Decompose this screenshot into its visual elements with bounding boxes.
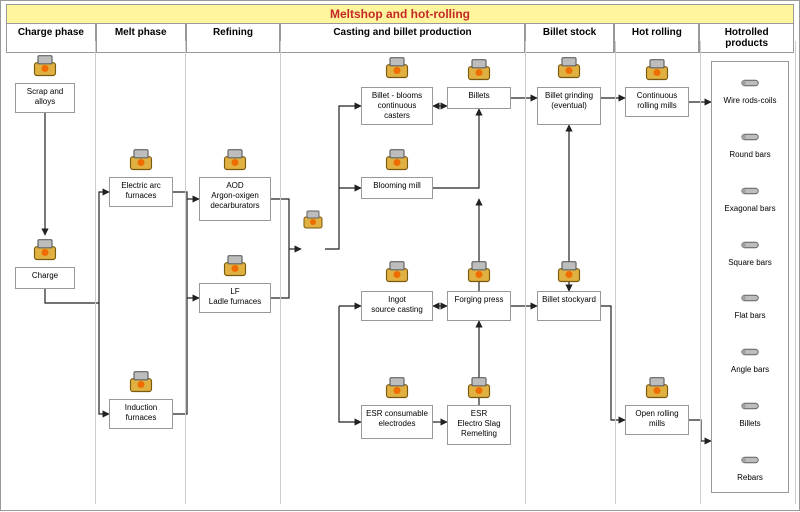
- decor-icon: [301, 205, 325, 233]
- node-icon: [555, 53, 583, 81]
- node-icon: [31, 51, 59, 79]
- column-divider: [525, 41, 526, 504]
- node-icon: [31, 235, 59, 263]
- column-header: Hotrolled products: [699, 23, 794, 53]
- product-icon: [739, 234, 761, 256]
- node-esrcons: ESR consumable electrodes: [361, 405, 433, 439]
- node-icon: [383, 53, 411, 81]
- product-item: Rebars: [712, 445, 788, 486]
- node-esr: ESR Electro Slag Remelting: [447, 405, 511, 445]
- node-icon: [127, 367, 155, 395]
- node-lf: LF Ladle furnaces: [199, 283, 271, 313]
- product-item: Angle bars: [712, 337, 788, 378]
- column-header: Hot rolling: [614, 23, 699, 53]
- node-ingot: Ingot source casting: [361, 291, 433, 321]
- node-billets: Billets: [447, 87, 511, 109]
- node-icon: [465, 373, 493, 401]
- product-icon: [739, 287, 761, 309]
- flow-arrow: [433, 109, 479, 188]
- column-divider: [795, 41, 796, 504]
- product-label: Flat bars: [734, 311, 765, 320]
- node-stockyd: Billet stockyard: [537, 291, 601, 321]
- column-divider: [280, 41, 281, 504]
- flow-arrow: [601, 306, 625, 420]
- column-divider: [615, 41, 616, 504]
- product-label: Exagonal bars: [724, 204, 775, 213]
- node-icon: [465, 257, 493, 285]
- column-divider: [95, 41, 96, 504]
- flow-arrow: [339, 306, 361, 422]
- product-icon: [739, 180, 761, 202]
- node-icon: [643, 373, 671, 401]
- node-icon: [465, 55, 493, 83]
- node-icon: [221, 145, 249, 173]
- product-icon: [739, 72, 761, 94]
- column-headers: Charge phaseMelt phaseRefiningCasting an…: [6, 23, 794, 53]
- product-label: Square bars: [728, 258, 772, 267]
- page-title: Meltshop and hot-rolling: [6, 4, 794, 24]
- node-contmill: Continuous rolling mills: [625, 87, 689, 117]
- node-scrap: Scrap and alloys: [15, 83, 75, 113]
- node-icon: [643, 55, 671, 83]
- node-forge: Forging press: [447, 291, 511, 321]
- column-header: Refining: [186, 23, 281, 53]
- product-icon: [739, 126, 761, 148]
- column-header: Billet stock: [525, 23, 615, 53]
- node-icon: [383, 145, 411, 173]
- product-panel: Wire rods-coils Round bars Exagonal bars Sq…: [711, 61, 789, 493]
- node-aod: AOD Argon-oxigen decarburators: [199, 177, 271, 221]
- product-item: Flat bars: [712, 283, 788, 324]
- flow-arrow: [187, 199, 199, 298]
- product-item: Exagonal bars: [712, 176, 788, 217]
- node-icon: [221, 251, 249, 279]
- product-label: Round bars: [729, 150, 770, 159]
- flow-arrow: [99, 303, 109, 414]
- diagram-canvas: Meltshop and hot-rolling Charge phaseMel…: [0, 0, 800, 511]
- product-item: Billets: [712, 391, 788, 432]
- product-icon: [739, 395, 761, 417]
- column-header: Charge phase: [6, 23, 96, 53]
- node-icon: [127, 145, 155, 173]
- product-label: Wire rods-coils: [724, 96, 777, 105]
- product-label: Angle bars: [731, 365, 769, 374]
- column-divider: [185, 41, 186, 504]
- flow-arrow: [325, 106, 361, 249]
- column-header: Casting and billet production: [280, 23, 524, 53]
- product-item: Round bars: [712, 122, 788, 163]
- node-icon: [383, 373, 411, 401]
- product-item: Wire rods-coils: [712, 68, 788, 109]
- product-icon: [739, 449, 761, 471]
- product-item: Square bars: [712, 230, 788, 271]
- node-grind: Billet grinding (eventual): [537, 87, 601, 125]
- product-icon: [739, 341, 761, 363]
- node-blooms: Billet - blooms continuous casters: [361, 87, 433, 125]
- node-induct: Induction furnaces: [109, 399, 173, 429]
- node-bloomill: Blooming mill: [361, 177, 433, 199]
- column-header: Melt phase: [96, 23, 186, 53]
- node-eaf: Electric arc furnaces: [109, 177, 173, 207]
- product-label: Billets: [739, 419, 760, 428]
- flow-arrow: [173, 192, 199, 199]
- node-openmill: Open rolling mills: [625, 405, 689, 435]
- product-label: Rebars: [737, 473, 763, 482]
- column-divider: [700, 41, 701, 504]
- node-icon: [555, 257, 583, 285]
- node-charge: Charge: [15, 267, 75, 289]
- node-icon: [383, 257, 411, 285]
